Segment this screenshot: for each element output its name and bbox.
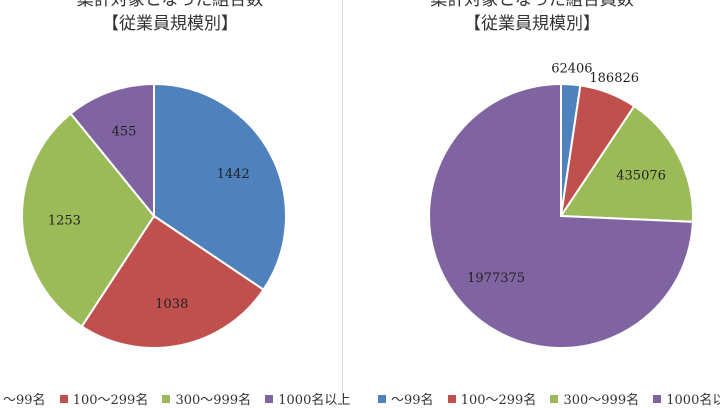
pie-slice <box>21 112 156 328</box>
slice-value-label: 435076 <box>616 168 666 183</box>
legend-swatch <box>447 395 456 403</box>
slice-value-label: 62406 <box>551 62 592 77</box>
slice-value-label: 1253 <box>48 214 81 229</box>
legend-item: 1000名以上 <box>653 393 720 409</box>
pie-slice <box>559 104 694 223</box>
legend-item: 100～299名 <box>447 393 537 409</box>
left-chart-subtitle: 【従業員規模別】 <box>102 14 238 34</box>
legend-item: 300～999名 <box>550 393 639 409</box>
pie-slice <box>428 82 694 349</box>
pie-slice <box>153 82 287 292</box>
legend-item: ～99名 <box>378 393 434 409</box>
left-chart-panel: 集計対象となった組合数 【従業員規模別】 1442 1038 1253 455 ～99… <box>0 0 350 408</box>
legend-label: ～99名 <box>391 393 434 408</box>
right-legend: ～99名 100～299名 300～999名 1000名以上 <box>378 393 720 409</box>
legend-label: 100～299名 <box>72 393 149 408</box>
legend-swatch <box>378 395 386 403</box>
legend-item: 1000名以上 <box>265 393 350 409</box>
legend-swatch <box>162 395 171 403</box>
slice-value-label: 1977375 <box>467 271 525 286</box>
legend-swatch <box>265 395 274 403</box>
slice-value-label: 1038 <box>155 297 188 312</box>
pie-slice <box>69 82 155 219</box>
left-legend: ～99名 100～299名 300～999名 1000名以上 <box>0 393 360 409</box>
legend-label: 300～999名 <box>175 393 252 408</box>
legend-swatch <box>59 395 68 403</box>
legend-item: 300～999名 <box>162 393 251 409</box>
panel-divider <box>342 0 343 405</box>
right-chart-title: 集計対象となった組合員数 <box>430 0 634 10</box>
legend-swatch <box>653 395 662 403</box>
legend-label: 300～999名 <box>563 393 640 408</box>
right-chart-panel: 集計対象となった組合員数 【従業員規模別】 62406 186826 435076 1… <box>344 0 720 408</box>
slice-value-label: 1442 <box>217 167 250 182</box>
left-pie-chart: 1442 1038 1253 455 <box>21 82 287 349</box>
legend-item: ～99名 <box>0 393 46 409</box>
legend-label: 1000名以上 <box>278 393 351 408</box>
legend-label: 100～299名 <box>460 393 537 408</box>
legend-swatch <box>550 395 559 403</box>
right-chart-subtitle: 【従業員規模別】 <box>464 14 600 34</box>
pie-slice <box>80 214 265 349</box>
slice-value-label: 186826 <box>589 71 639 86</box>
legend-label: 1000名以上 <box>666 393 720 408</box>
slice-value-label: 455 <box>112 124 137 139</box>
legend-label: ～99名 <box>3 393 46 408</box>
legend-item: 100～299名 <box>59 393 149 409</box>
left-chart-title: 集計対象となった組合数 <box>76 0 264 10</box>
